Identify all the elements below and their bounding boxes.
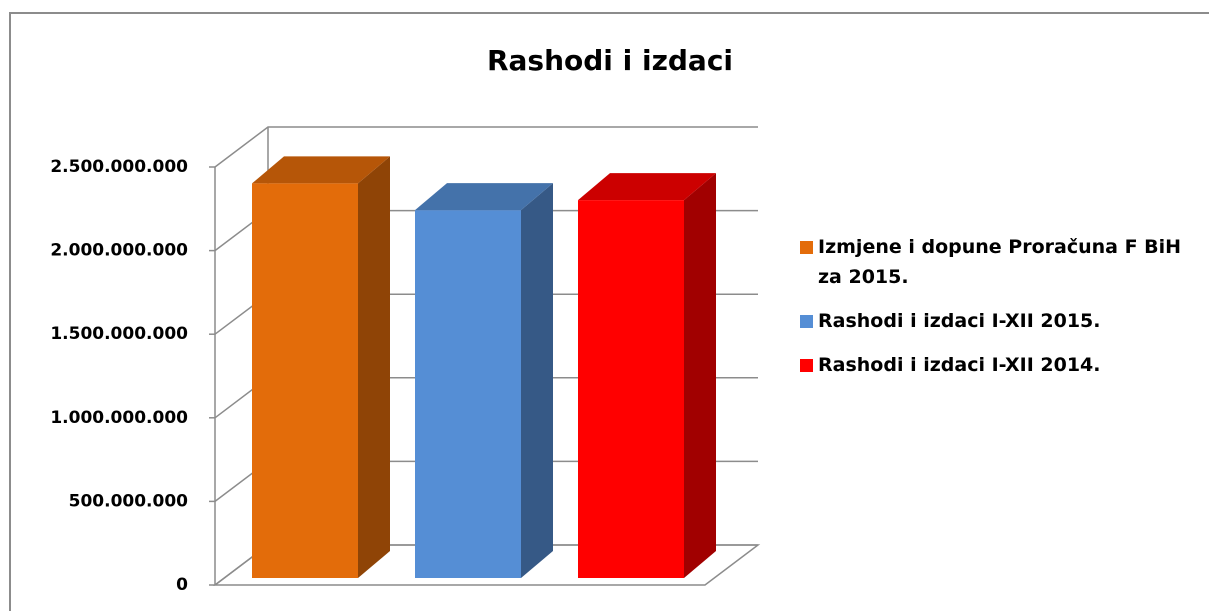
- bar: [578, 200, 684, 579]
- legend-label: Izmjene i dopune Proračuna F BiH za 2015…: [818, 236, 1182, 288]
- chart-title: Rashodi i izdaci: [487, 44, 733, 77]
- y-tick-label: 1.000.000.000: [50, 408, 188, 428]
- legend-swatch: [800, 359, 813, 372]
- y-tick-label: 1.500.000.000: [50, 324, 188, 344]
- legend-label: Rashodi i izdaci I-XII 2014.: [818, 354, 1101, 376]
- legend-item: Rashodi i izdaci I-XII 2014.: [800, 350, 1188, 380]
- bar-top: [578, 173, 716, 201]
- legend-item: Rashodi i izdaci I-XII 2015.: [800, 306, 1188, 336]
- bar-top: [252, 156, 390, 184]
- legend-swatch: [800, 241, 813, 254]
- legend-item: Izmjene i dopune Proračuna F BiH za 2015…: [800, 232, 1188, 292]
- grid-line: [214, 126, 758, 168]
- bar-side: [684, 173, 716, 579]
- y-tick-label: 2.000.000.000: [50, 241, 188, 261]
- y-tick-label: 2.500.000.000: [50, 157, 188, 177]
- legend: Izmjene i dopune Proračuna F BiH za 2015…: [800, 232, 1200, 394]
- legend-label: Rashodi i izdaci I-XII 2015.: [818, 310, 1101, 332]
- bar-top: [415, 183, 553, 211]
- legend-swatch: [800, 315, 813, 328]
- bar-side: [358, 156, 390, 578]
- y-tick-label: 0: [176, 575, 188, 595]
- bar: [252, 183, 358, 578]
- bar: [415, 210, 521, 578]
- y-tick-label: 500.000.000: [69, 491, 189, 511]
- bar-side: [521, 183, 553, 578]
